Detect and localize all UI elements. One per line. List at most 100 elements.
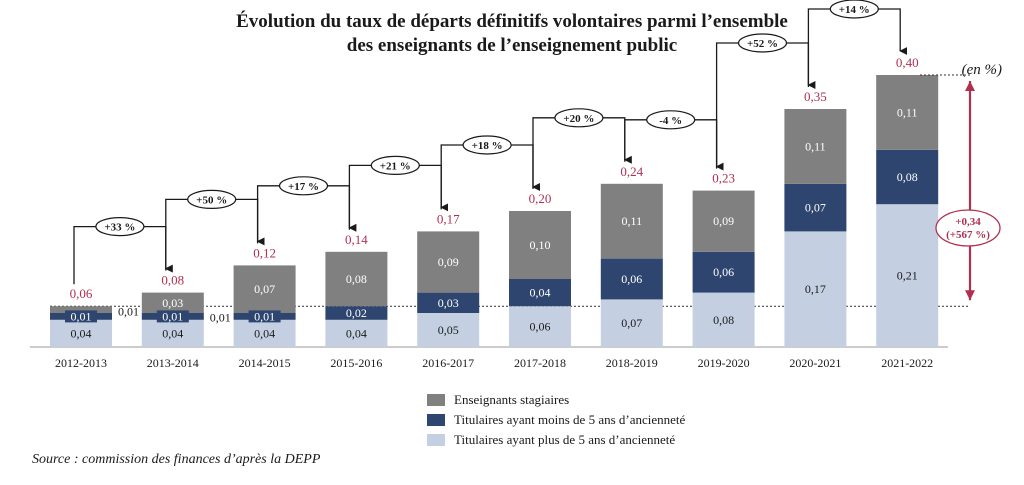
bar-segment-stagiaires-2013-2014 <box>141 292 204 313</box>
legend-swatch-moins5 <box>427 414 445 426</box>
bar-segment-moins5-2019-2020 <box>692 251 755 293</box>
unit-label: (en %) <box>961 62 1002 78</box>
bar-segment-stagiaires-2017-2018 <box>509 211 571 279</box>
bar-segment-plus5-2014-2015 <box>233 319 296 347</box>
total-label-2018-2019: 0,24 <box>620 164 643 179</box>
legend-item-moins5: Titulaires ayant moins de 5 ans d’ancien… <box>427 410 685 430</box>
total-label-2012-2013: 0,06 <box>70 286 93 301</box>
growth-label-1: +50 % <box>196 194 227 206</box>
segment-label-stagiaires-2017-2018: 0,10 <box>530 238 551 252</box>
segment-label-stagiaires-2014-2015: 0,07 <box>254 282 275 296</box>
bar-segment-stagiaires-2020-2021 <box>784 109 847 184</box>
total-label-2020-2021: 0,35 <box>804 89 827 104</box>
growth-badge-0 <box>95 217 145 237</box>
bar-segment-moins5-2016-2017 <box>417 292 480 313</box>
bar-segment-stagiaires-2015-2016 <box>325 251 388 307</box>
chart-title-line1: Évolution du taux de départs définitifs … <box>236 11 788 32</box>
segment-label-plus5-2021-2022: 0,21 <box>897 269 918 283</box>
x-tick-label-2020-2021: 2020-2021 <box>789 356 841 370</box>
segment-label-moins5-2013-2014: 0,01 <box>162 309 183 323</box>
growth-label-7: +52 % <box>747 38 778 50</box>
segment-label-stagiaires-2012-2013: 0,01 <box>118 305 139 319</box>
bar-segment-stagiaires-2018-2019 <box>600 183 663 259</box>
bar-segment-moins5-2015-2016 <box>325 306 388 320</box>
growth-arrow-3 <box>348 164 449 230</box>
segment-label-bg-moins5-2012-2013 <box>65 310 97 323</box>
growth-label-5: +20 % <box>563 113 594 125</box>
segment-label-moins5-2014-2015: 0,01 <box>254 309 275 323</box>
segment-label-plus5-2014-2015: 0,04 <box>254 326 275 340</box>
legend-swatch-stagiaires <box>427 394 445 406</box>
bar-segment-stagiaires-2019-2020 <box>692 190 755 252</box>
segment-label-plus5-2016-2017: 0,05 <box>438 323 459 337</box>
segment-label-moins5-2015-2016: 0,02 <box>346 306 367 320</box>
source-note: Source : commission des finances d’après… <box>32 452 321 467</box>
segment-label-stagiaires-2019-2020: 0,09 <box>713 214 734 228</box>
segment-label-moins5-2017-2018: 0,04 <box>530 286 551 300</box>
bar-segment-plus5-2020-2021 <box>784 231 847 347</box>
chart-title-line2: des enseignants de l’enseignement public <box>346 35 678 56</box>
x-tick-label-2015-2016: 2015-2016 <box>330 356 382 370</box>
total-label-2015-2016: 0,14 <box>345 232 368 247</box>
growth-arrow-1 <box>165 198 265 271</box>
bar-segment-plus5-2012-2013 <box>50 319 112 347</box>
x-tick-label-2014-2015: 2014-2015 <box>239 356 291 370</box>
legend-label-stagiaires: Enseignants stagiaires <box>454 392 570 407</box>
legend-item-plus5: Titulaires ayant plus de 5 ans d’ancienn… <box>427 430 685 450</box>
segment-label-plus5-2018-2019: 0,07 <box>621 316 642 330</box>
x-tick-label-2017-2018: 2017-2018 <box>514 356 566 370</box>
segment-label-plus5-2012-2013: 0,04 <box>71 326 92 340</box>
bar-segment-moins5-2018-2019 <box>600 258 663 300</box>
segment-label-moins5-2021-2022: 0,08 <box>897 170 918 184</box>
segment-label-plus5-2020-2021: 0,17 <box>805 282 826 296</box>
bar-segment-moins5-2020-2021 <box>784 183 847 232</box>
growth-badge-1 <box>187 189 237 209</box>
segment-label-moins5-2020-2021: 0,07 <box>805 201 826 215</box>
legend-swatch-plus5 <box>427 434 445 446</box>
segment-label-stagiaires-2021-2022: 0,11 <box>897 105 918 119</box>
segment-label-plus5-2017-2018: 0,06 <box>530 320 551 334</box>
x-tick-label-2016-2017: 2016-2017 <box>422 356 474 370</box>
growth-label-0: +33 % <box>104 222 135 234</box>
bar-segment-plus5-2015-2016 <box>325 319 388 347</box>
legend-item-stagiaires: Enseignants stagiaires <box>427 390 685 410</box>
bar-segment-plus5-2013-2014 <box>141 319 204 347</box>
total-label-2014-2015: 0,12 <box>253 245 276 260</box>
bar-segment-moins5-2017-2018 <box>509 279 571 307</box>
growth-arrow-5 <box>532 117 632 189</box>
growth-badge-4 <box>462 135 512 155</box>
segment-label-stagiaires-2015-2016: 0,08 <box>346 272 367 286</box>
bar-segment-stagiaires-2012-2013 <box>50 306 112 313</box>
growth-badge-2 <box>278 176 329 196</box>
bar-segment-stagiaires-2014-2015 <box>233 265 296 313</box>
total-label-2017-2018: 0,20 <box>529 191 552 206</box>
bar-segment-moins5-2021-2022 <box>876 149 939 205</box>
bar-segment-plus5-2019-2020 <box>692 292 755 347</box>
total-label-2021-2022: 0,40 <box>896 55 919 70</box>
bar-segment-plus5-2021-2022 <box>876 204 939 347</box>
growth-label-3: +21 % <box>380 160 411 172</box>
bar-segment-plus5-2018-2019 <box>600 299 663 347</box>
chart-title: Évolution du taux de départs définitifs … <box>0 10 1024 58</box>
segment-label-stagiaires-2013-2014: 0,03 <box>162 296 183 310</box>
total-label-2019-2020: 0,23 <box>712 171 735 186</box>
growth-label-6: -4 % <box>659 115 682 127</box>
growth-badge-3 <box>370 155 420 175</box>
x-tick-label-2013-2014: 2013-2014 <box>147 356 199 370</box>
segment-label-moins5-2018-2019: 0,06 <box>621 272 642 286</box>
segment-label-stagiaires-2018-2019: 0,11 <box>622 214 643 228</box>
segment-label-bg-moins5-2013-2014 <box>156 310 189 323</box>
x-tick-label-2012-2013: 2012-2013 <box>55 356 107 370</box>
growth-label-8: +14 % <box>839 4 870 16</box>
bar-segment-plus5-2016-2017 <box>417 313 480 347</box>
side-label-moins5-2013-2014: 0,01 <box>210 310 231 324</box>
bar-segment-stagiaires-2021-2022 <box>876 75 939 150</box>
bar-segment-plus5-2017-2018 <box>509 306 571 347</box>
bar-segment-stagiaires-2016-2017 <box>417 231 480 293</box>
segment-label-bg-moins5-2014-2015 <box>248 310 281 323</box>
growth-label-4: +18 % <box>472 140 503 152</box>
x-tick-label-2018-2019: 2018-2019 <box>606 356 658 370</box>
total-label-2016-2017: 0,17 <box>437 211 460 226</box>
segment-label-stagiaires-2020-2021: 0,11 <box>805 139 826 153</box>
